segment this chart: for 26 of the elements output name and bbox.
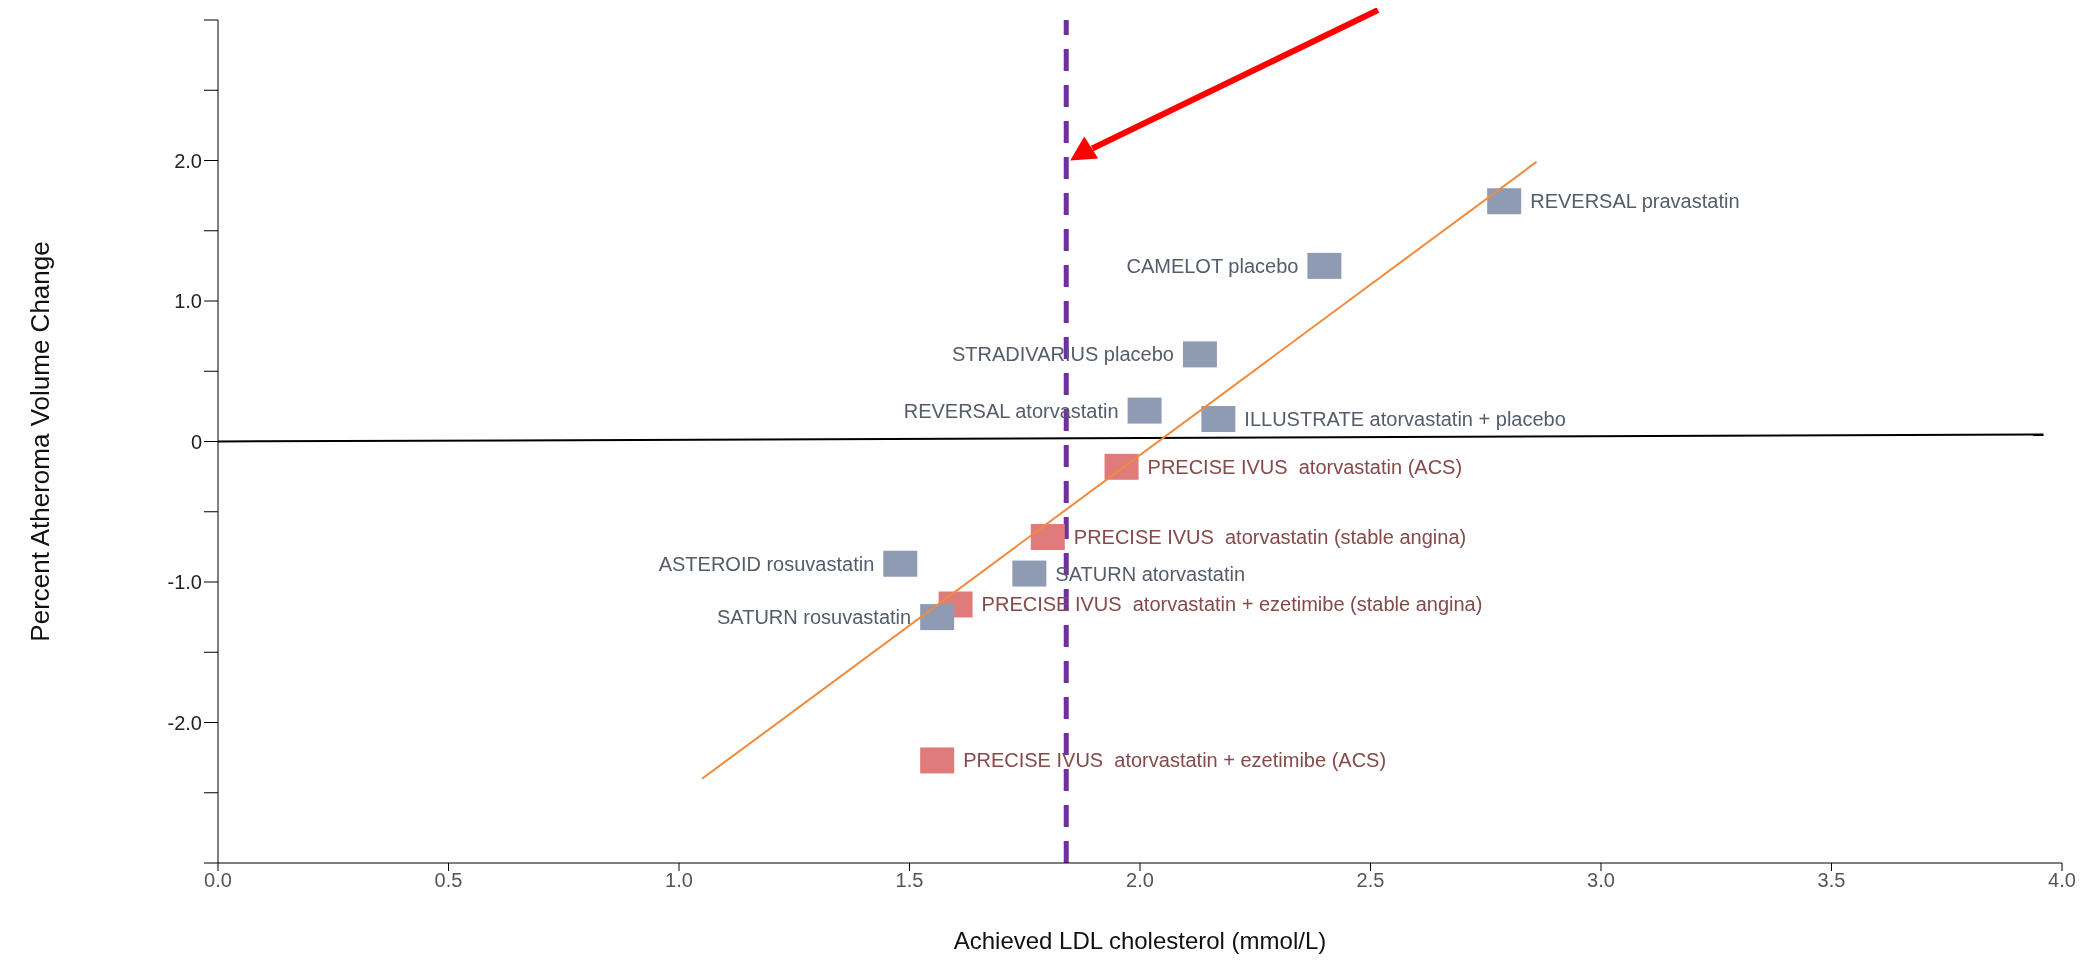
x-tick-label: 3.5: [1817, 869, 1846, 892]
x-tick-label: 0.5: [434, 869, 463, 892]
series-label: ILLUSTRATE atorvastatin + placebo: [1244, 408, 1566, 431]
y-tick-label: 1.0: [174, 290, 202, 313]
x-tick-label: 1.0: [665, 869, 693, 892]
y-tick-label: -2.0: [167, 711, 202, 734]
series-label: CAMELOT placebo: [1126, 254, 1299, 277]
series-label: REVERSAL pravastatin: [1530, 190, 1740, 213]
series-label: ASTEROID rosuvastatin: [658, 552, 875, 575]
series-label: PRECISE IVUS atorvastatin + ezetimibe (ACS): [963, 749, 1387, 772]
y-tick-label: -1.0: [167, 571, 202, 594]
series-label: PRECISE IVUS atorvastatin (stable angina): [1073, 526, 1467, 549]
x-tick-label: 2.5: [1356, 869, 1385, 892]
x-axis-title: Achieved LDL cholesterol (mmol/L): [953, 927, 1327, 954]
y-axis-title: Percent Atheroma Volume Change: [25, 241, 56, 642]
series-label: SATURN atorvastatin: [1055, 562, 1246, 585]
series-label: SATURN rosuvastatin: [717, 606, 912, 629]
y-tick-label: 0: [190, 430, 202, 453]
x-tick-label: 1.5: [895, 869, 924, 892]
x-tick-label: 4.0: [2048, 869, 2076, 892]
series-label: REVERSAL atorvastatin: [903, 399, 1119, 422]
x-tick-label: 3.0: [1587, 869, 1615, 892]
series-label: PRECISE IVUS atorvastatin (ACS): [1147, 455, 1463, 478]
x-tick-label: 0.0: [204, 869, 232, 892]
x-tick-label: 2.0: [1126, 869, 1154, 892]
y-tick-label: 2.0: [174, 149, 202, 172]
